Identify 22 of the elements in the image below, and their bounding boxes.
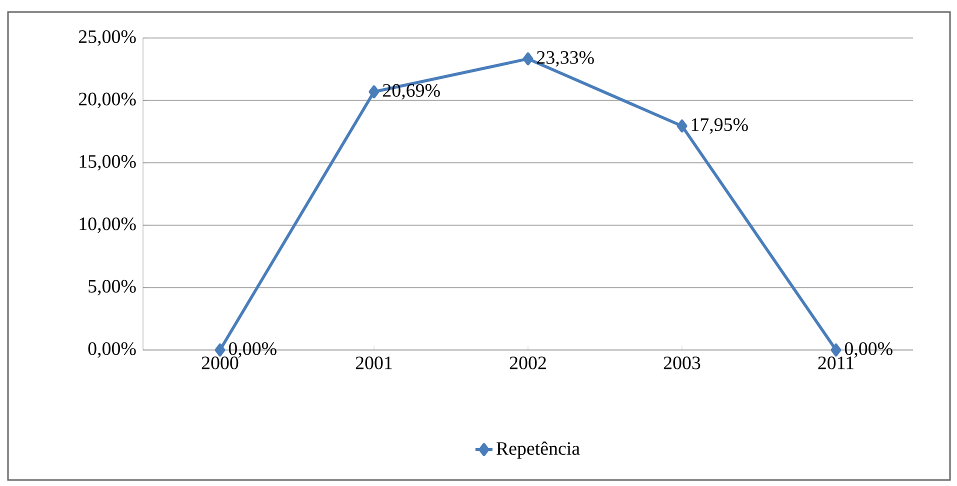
x-tick-label: 2011 bbox=[818, 356, 854, 370]
y-tick-label: 0,00% bbox=[88, 342, 136, 358]
data-label: 20,69% bbox=[383, 84, 440, 100]
point bbox=[522, 52, 534, 66]
x-tick-label: 2000 bbox=[202, 356, 238, 370]
point bbox=[214, 344, 226, 356]
x-tick-label: 2001 bbox=[356, 356, 392, 370]
data-label: 23,33% bbox=[537, 51, 594, 67]
data-label: 0,00% bbox=[228, 342, 276, 358]
x-tick-label: 2003 bbox=[664, 356, 700, 370]
y-tick-label: 15,00% bbox=[80, 155, 136, 171]
data-label: 17,95% bbox=[692, 118, 748, 134]
y-tick-label: 10,00% bbox=[80, 217, 136, 233]
y-tick-label: 25,00% bbox=[78, 30, 136, 46]
x-tick-label: 2002 bbox=[510, 356, 546, 370]
point bbox=[676, 119, 688, 132]
data-label: 0,00% bbox=[844, 342, 892, 358]
point bbox=[368, 85, 380, 98]
y-tick-label: 20,00% bbox=[78, 92, 136, 108]
y-tick-label: 5,00% bbox=[88, 280, 136, 296]
point bbox=[830, 344, 842, 356]
legend-label: Repetência bbox=[496, 442, 580, 459]
